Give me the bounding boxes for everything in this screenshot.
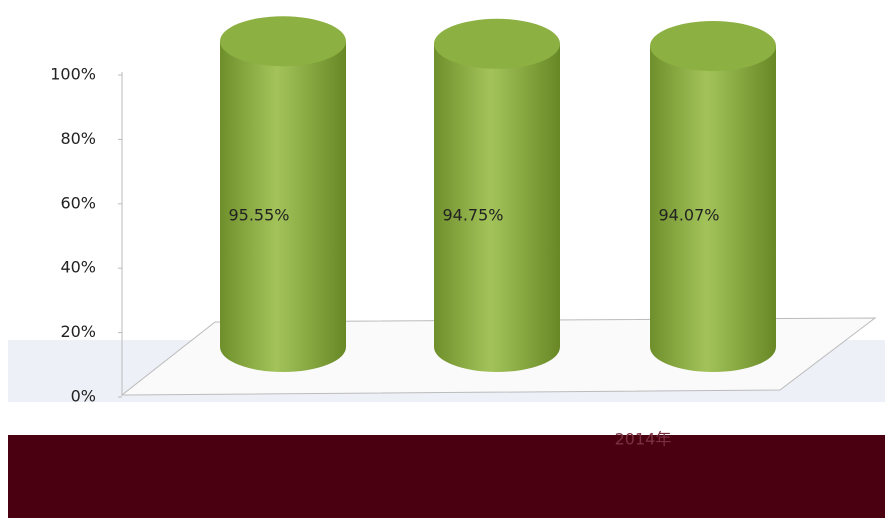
cylinder-body <box>434 43 560 373</box>
x-tick-label: 2014年 <box>615 430 672 449</box>
cylinder-body <box>220 41 346 373</box>
cylinder-top <box>650 20 776 71</box>
cylinder-top <box>220 16 346 67</box>
data-label: 95.55% <box>228 206 289 225</box>
y-tick-label: 40% <box>60 258 96 277</box>
cylinder <box>220 16 346 373</box>
cylinder <box>650 20 776 372</box>
y-tick-label: 0% <box>71 387 96 406</box>
y-tick-label: 20% <box>60 322 96 341</box>
cylinder <box>434 18 560 373</box>
corrupted-region <box>8 435 885 518</box>
cylinder-top <box>434 18 560 69</box>
y-tick-label: 100% <box>50 65 96 84</box>
y-tick-label: 60% <box>60 193 96 212</box>
data-label: 94.75% <box>442 206 503 225</box>
cylinder-body <box>650 45 776 372</box>
data-label: 94.07% <box>658 206 719 225</box>
y-tick-label: 80% <box>60 129 96 148</box>
